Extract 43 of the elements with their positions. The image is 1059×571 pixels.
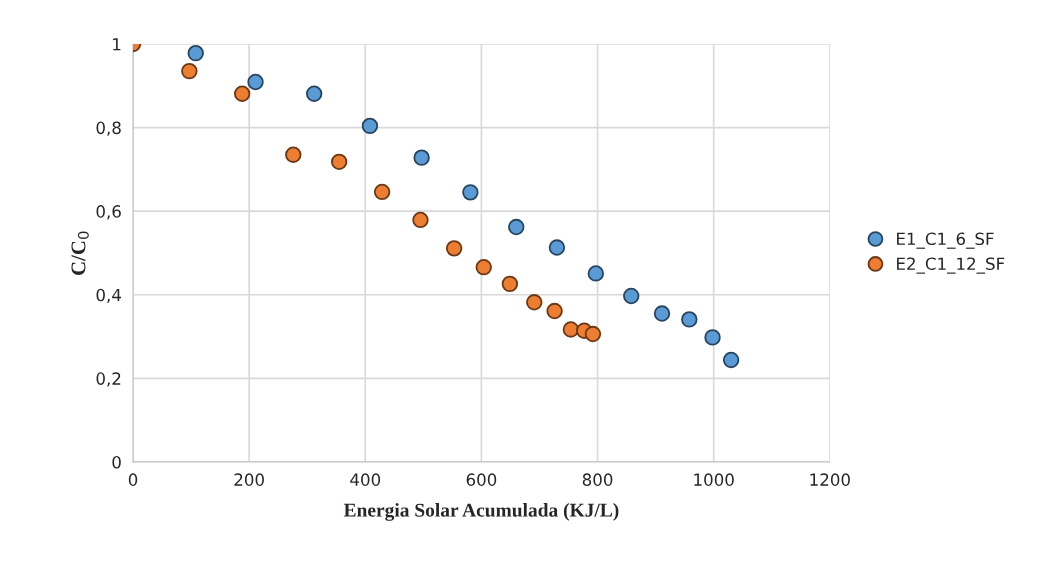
point: [361, 117, 379, 135]
point: [247, 73, 264, 91]
point: [330, 153, 348, 171]
point: [548, 239, 566, 256]
point: [462, 184, 479, 201]
y-tick-label: 0: [112, 455, 121, 469]
x-tick-label: 1200: [810, 473, 850, 486]
y-tick-label: 0,8: [96, 121, 121, 136]
legend-label: E2_C1_12_SF: [897, 257, 1005, 274]
y-axis-title: C/C$_{0}$: [71, 231, 89, 275]
y-tick-label: 0,6: [96, 205, 121, 220]
point: [508, 218, 525, 236]
point: [526, 294, 543, 311]
y-tick-label: 0,2: [96, 372, 121, 387]
y-tick-label: 0,4: [96, 288, 121, 304]
x-axis-title: Energia Solar Acumulada (KJ/L): [343, 503, 619, 521]
x-tick-label: 600: [466, 473, 497, 486]
point: [584, 325, 602, 343]
point: [546, 302, 563, 320]
point: [373, 183, 391, 201]
point: [445, 240, 463, 257]
point: [233, 85, 251, 102]
x-tick-label: 1000: [694, 473, 734, 486]
y-tick-label: 1: [113, 38, 121, 51]
point: [501, 275, 519, 293]
point: [681, 311, 698, 328]
x-tick-label: 400: [350, 473, 381, 486]
point: [181, 62, 198, 80]
point: [413, 149, 430, 166]
point: [623, 287, 640, 305]
x-tick-label: 800: [582, 473, 613, 486]
point: [305, 85, 323, 102]
point: [722, 351, 740, 369]
point: [653, 305, 671, 322]
point: [187, 44, 204, 62]
x-tick-label: 0: [128, 473, 138, 486]
point: [285, 146, 302, 163]
point: [475, 258, 492, 276]
x-tick-label: 200: [234, 473, 264, 486]
legend-label: E1_C1_6_SF: [897, 232, 994, 249]
point: [704, 329, 721, 346]
point: [587, 265, 605, 282]
point: [412, 211, 429, 229]
